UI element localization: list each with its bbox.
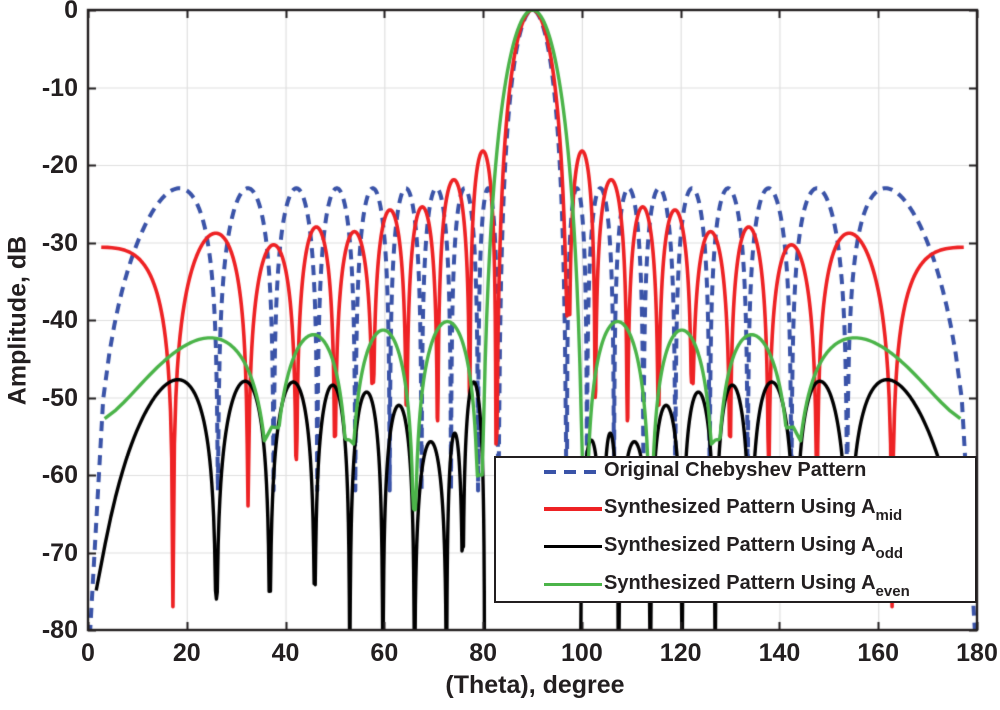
- y-tick-label: -50: [41, 383, 78, 412]
- legend-label: Original Chebyshev Pattern: [604, 459, 867, 481]
- y-tick-label: -30: [41, 228, 78, 257]
- legend-item: Synthesized Pattern Using Aeven: [496, 571, 975, 600]
- legend-label: Synthesized Pattern Using Amid: [604, 496, 903, 524]
- legend-line-sample-chebyshev: [544, 470, 602, 474]
- x-tick-label: 120: [659, 639, 702, 667]
- legend-label: Synthesized Pattern Using Aeven: [604, 572, 910, 600]
- y-tick-label: -20: [41, 151, 78, 179]
- legend-line-sample-a-even: [544, 583, 602, 586]
- x-tick-label: 100: [561, 639, 603, 667]
- y-tick-label: 0: [64, 0, 78, 24]
- y-tick-label: -10: [41, 73, 78, 102]
- x-tick-label: 40: [271, 639, 300, 667]
- x-axis-title: (Theta), degree: [445, 671, 625, 699]
- x-tick-label: 60: [370, 639, 399, 667]
- legend-line-sample-a-mid: [544, 507, 602, 511]
- legend-line-sample-a-odd: [544, 545, 602, 548]
- y-tick-label: -60: [41, 461, 78, 489]
- legend-item: Synthesized Pattern Using Amid: [496, 495, 975, 524]
- y-tick-label: -40: [41, 306, 78, 334]
- legend-label: Synthesized Pattern Using Aodd: [604, 534, 904, 562]
- y-tick-label: -70: [41, 538, 78, 567]
- legend: Original Chebyshev Pattern Synthesized P…: [494, 456, 977, 603]
- x-tick-label: 80: [469, 639, 498, 667]
- x-tick-label: 20: [172, 639, 201, 667]
- legend-item: Original Chebyshev Pattern: [496, 458, 975, 486]
- x-tick-label: 160: [857, 639, 900, 667]
- x-tick-label: 140: [758, 639, 801, 667]
- y-tick-label: -80: [41, 616, 78, 644]
- legend-item: Synthesized Pattern Using Aodd: [496, 533, 975, 562]
- x-tick-label: 0: [81, 639, 95, 667]
- x-tick-label: 180: [956, 639, 998, 667]
